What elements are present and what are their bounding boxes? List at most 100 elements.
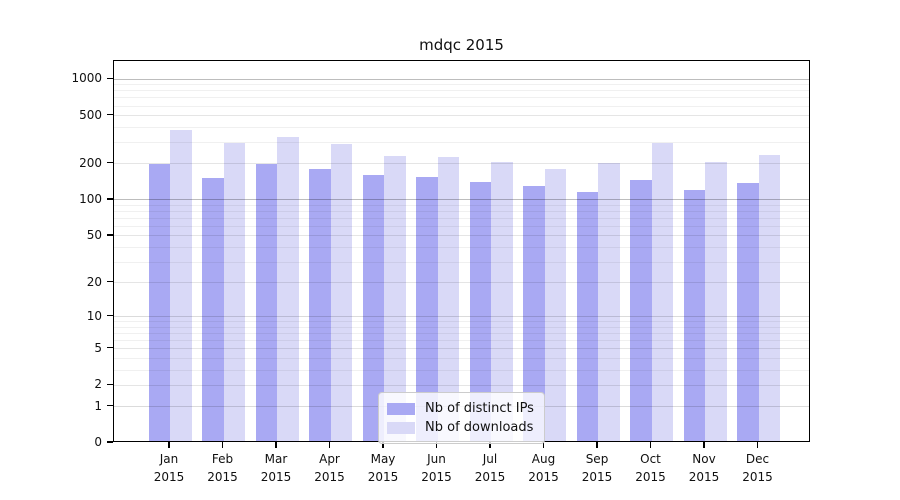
y-tick-mark: [107, 77, 113, 79]
legend-item: Nb of distinct IPs: [387, 399, 534, 418]
bar-distinct-ips: [416, 177, 438, 441]
x-tick-mark: [489, 442, 491, 448]
y-tick-label: 20: [86, 274, 102, 289]
x-tick-year: 2015: [207, 470, 238, 484]
x-tick-label: Apr 2015: [298, 450, 362, 486]
x-tick-mark: [435, 442, 438, 448]
x-tick-label: Sep 2015: [565, 450, 629, 486]
bar-downloads: [170, 130, 192, 441]
x-tick-label: Jan 2015: [137, 450, 201, 486]
legend-label: Nb of distinct IPs: [425, 401, 534, 416]
x-tick-month: Feb: [211, 452, 234, 466]
y-tick-label: 100: [79, 191, 102, 206]
y-tick-label: 5: [94, 340, 102, 355]
bar-downloads: [651, 143, 673, 441]
bar-downloads: [491, 161, 513, 441]
bar-downloads: [330, 144, 352, 441]
bar-downloads: [758, 154, 780, 441]
plot-area: [113, 60, 810, 442]
y-tick-mark: [107, 198, 113, 200]
bar-distinct-ips: [255, 163, 277, 441]
y-tick-mark: [107, 114, 113, 116]
x-tick-year: 2015: [153, 470, 185, 484]
y-tick-mark: [107, 234, 113, 236]
x-tick-mark: [596, 442, 598, 448]
y-tick-mark: [107, 404, 113, 407]
x-tick-label: Nov 2015: [672, 450, 736, 486]
x-tick-month: Nov: [692, 452, 716, 466]
y-tick-label: 500: [79, 107, 102, 122]
y-tick-mark: [107, 441, 113, 443]
bar-distinct-ips: [148, 164, 170, 441]
y-tick-mark: [107, 383, 113, 385]
x-tick-mark: [221, 442, 224, 448]
bar-downloads: [277, 137, 299, 441]
x-tick-mark: [168, 442, 170, 448]
x-tick-label: Feb 2015: [191, 450, 255, 486]
x-tick-mark: [328, 442, 331, 448]
legend-label: Nb of downloads: [425, 420, 534, 435]
x-tick-year: 2015: [314, 470, 345, 484]
legend-swatch-icon: [387, 402, 415, 415]
y-tick-mark: [107, 162, 113, 164]
x-tick-label: Jul 2015: [458, 450, 522, 486]
x-tick-month: May: [370, 452, 396, 466]
y-tick-mark: [107, 347, 113, 349]
x-tick-year: 2015: [528, 470, 559, 484]
x-tick-mark: [756, 442, 759, 448]
y-tick-label: 200: [79, 155, 102, 170]
x-tick-mark: [649, 442, 652, 448]
bar-distinct-ips: [202, 178, 224, 441]
bar-downloads: [384, 155, 406, 441]
y-tick-label: 1000: [71, 71, 102, 86]
x-tick-label: May 2015: [351, 450, 415, 486]
y-tick-label: 2: [94, 377, 102, 392]
x-tick-year: 2015: [688, 470, 720, 484]
x-tick-mark: [703, 442, 705, 448]
bars-layer: [114, 61, 809, 441]
bar-distinct-ips: [469, 181, 491, 441]
y-tick-mark: [107, 281, 113, 283]
bar-downloads: [705, 161, 727, 441]
bar-downloads: [223, 143, 245, 441]
bar-distinct-ips: [576, 192, 598, 441]
x-tick-year: 2015: [635, 470, 666, 484]
y-tick-label: 1: [94, 398, 102, 413]
x-tick-month: Oct: [640, 452, 661, 466]
legend-swatch-icon: [387, 421, 415, 434]
x-tick-mark: [275, 442, 277, 448]
x-tick-label: Mar 2015: [244, 450, 308, 486]
x-tick-label: Dec 2015: [726, 450, 790, 486]
x-tick-label: Jun 2015: [405, 450, 469, 486]
y-tick-mark: [107, 315, 113, 317]
x-tick-month: Apr: [319, 452, 340, 466]
x-tick-month: Jun: [427, 452, 446, 466]
x-tick-month: Mar: [264, 452, 288, 466]
x-tick-year: 2015: [742, 470, 773, 484]
y-tick-label: 50: [86, 227, 102, 242]
bar-distinct-ips: [309, 169, 331, 441]
bar-downloads: [544, 169, 566, 441]
legend-item: Nb of downloads: [387, 418, 534, 437]
x-tick-year: 2015: [474, 470, 506, 484]
legend: Nb of distinct IPs Nb of downloads: [378, 392, 545, 444]
x-tick-month: Jul: [482, 452, 498, 466]
x-tick-month: Aug: [531, 452, 556, 466]
x-tick-mark: [542, 442, 545, 448]
bar-downloads: [437, 156, 459, 441]
bar-distinct-ips: [523, 185, 545, 441]
bar-distinct-ips: [362, 174, 384, 441]
x-tick-month: Sep: [585, 452, 609, 466]
y-tick-label: 10: [86, 308, 102, 323]
x-tick-year: 2015: [260, 470, 292, 484]
x-tick-mark: [382, 442, 384, 448]
x-tick-month: Jan: [159, 452, 179, 466]
x-tick-label: Oct 2015: [619, 450, 683, 486]
bar-downloads: [598, 162, 620, 441]
x-tick-label: Aug 2015: [512, 450, 576, 486]
x-tick-year: 2015: [581, 470, 613, 484]
chart-title: mdqc 2015: [419, 36, 504, 54]
x-tick-year: 2015: [421, 470, 452, 484]
y-tick-label: 0: [94, 435, 102, 449]
